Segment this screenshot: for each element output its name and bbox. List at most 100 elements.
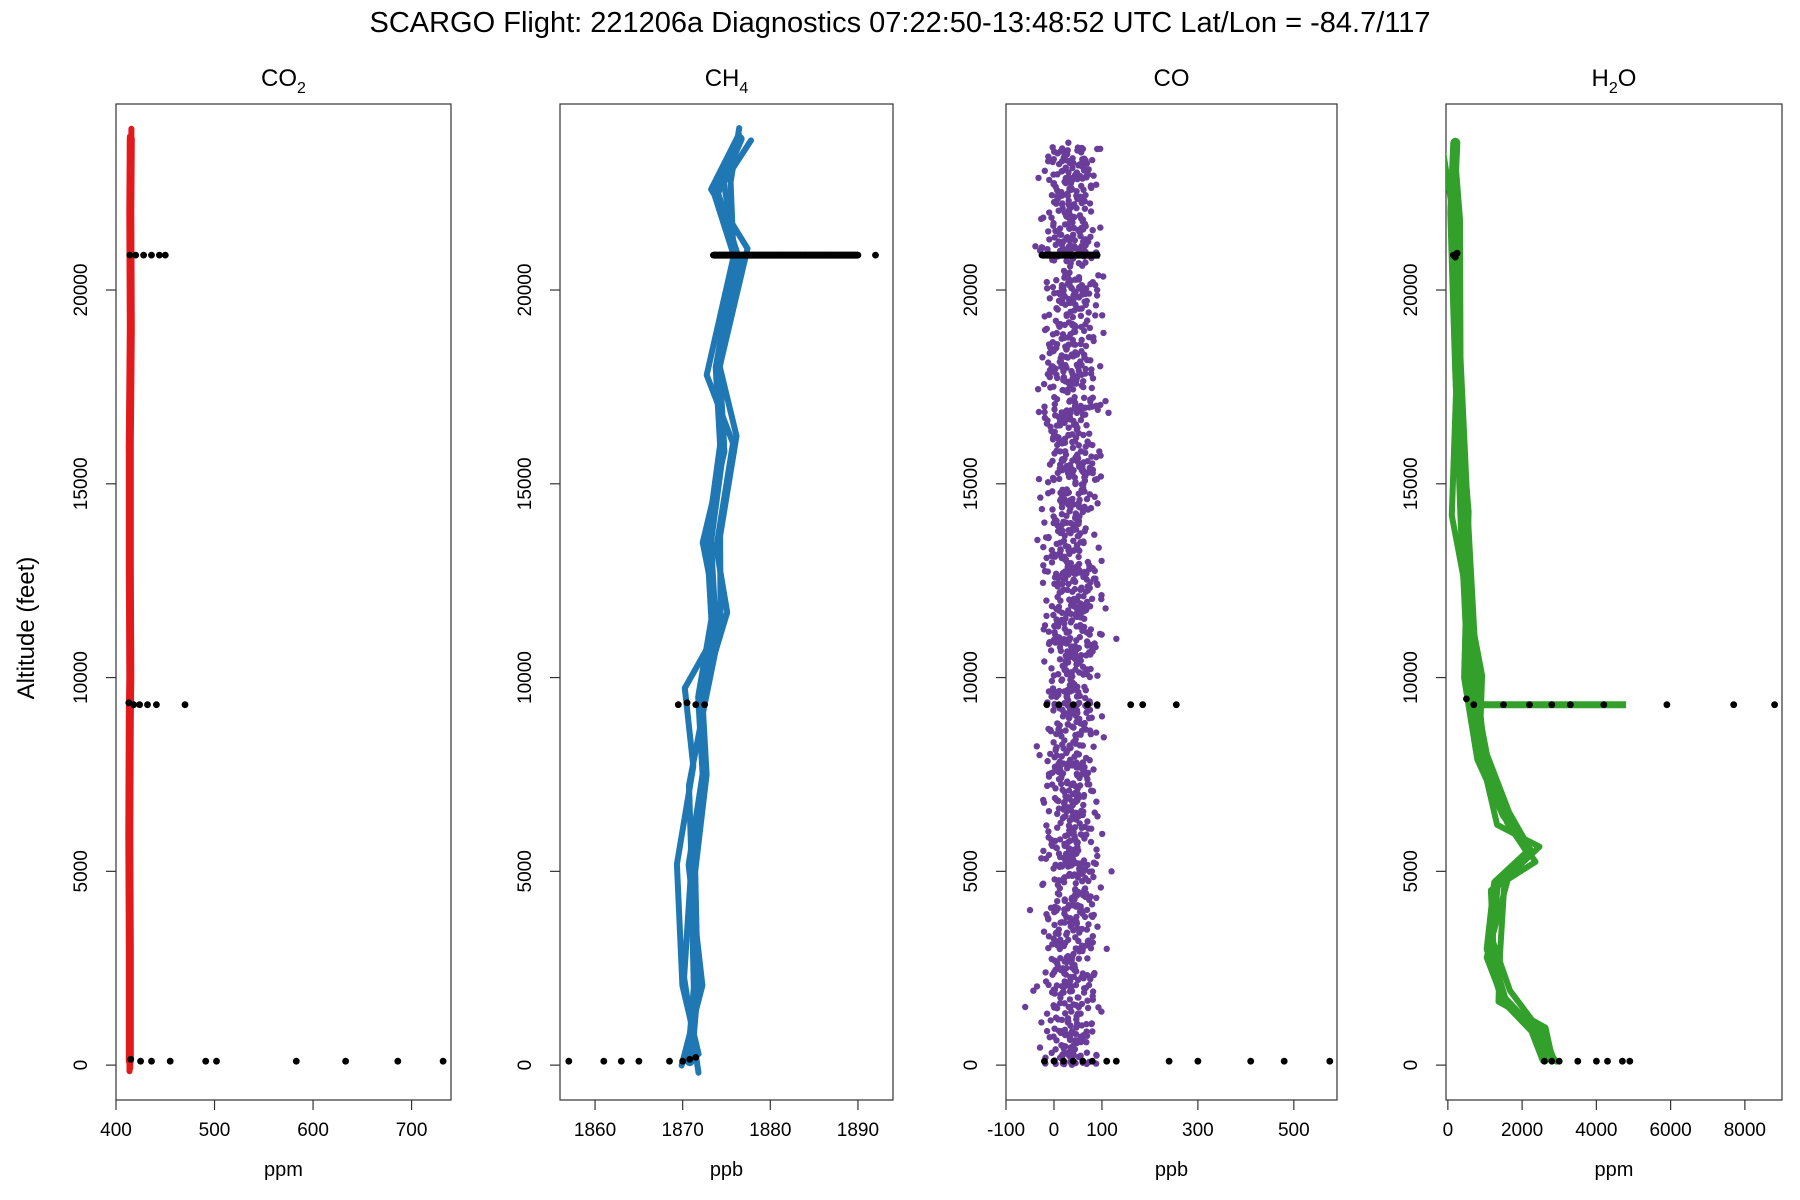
- data-point: [1090, 334, 1097, 341]
- data-point: [1067, 619, 1075, 626]
- flagged-point: [1626, 1057, 1634, 1065]
- data-point: [1080, 538, 1087, 545]
- flagged-point: [1088, 1057, 1096, 1065]
- data-point: [1105, 409, 1112, 416]
- data-point: [1049, 685, 1057, 692]
- data-point: [1065, 319, 1073, 326]
- data-point: [1052, 745, 1060, 752]
- data-point: [1073, 1013, 1080, 1020]
- data-point: [1057, 497, 1064, 504]
- data-point: [1059, 662, 1066, 669]
- data-point: [1060, 537, 1068, 544]
- data-point: [1084, 587, 1092, 594]
- flagged-point: [136, 701, 144, 709]
- data-point: [1100, 273, 1107, 280]
- data-point: [1061, 910, 1068, 917]
- data-point: [1078, 481, 1086, 488]
- data-point: [1080, 394, 1088, 401]
- data-point: [1054, 623, 1062, 630]
- data-point: [1081, 885, 1089, 892]
- data-point: [1062, 615, 1069, 622]
- data-point: [1051, 957, 1058, 964]
- flagged-point: [342, 1057, 349, 1065]
- data-point: [1060, 518, 1067, 525]
- data-point: [1063, 693, 1070, 700]
- data-point: [1052, 227, 1059, 235]
- data-point: [1065, 580, 1072, 588]
- data-point: [1060, 879, 1068, 886]
- data-point: [1083, 906, 1091, 914]
- data-point: [1053, 540, 1060, 548]
- data-point: [1087, 665, 1094, 673]
- flagged-point: [1555, 1057, 1563, 1065]
- data-point: [1051, 401, 1059, 408]
- data-point: [1039, 579, 1047, 586]
- data-point: [1049, 363, 1057, 370]
- flagged-point: [1600, 701, 1608, 709]
- data-point: [1057, 766, 1064, 774]
- data-point: [1044, 782, 1051, 789]
- data-point: [1093, 181, 1100, 188]
- data-point: [1071, 1046, 1079, 1053]
- data-point: [1045, 851, 1053, 859]
- data-point: [1088, 384, 1096, 392]
- data-point: [1056, 589, 1063, 596]
- data-point: [1045, 158, 1052, 165]
- data-point: [1085, 469, 1092, 476]
- flagged-point: [1247, 1057, 1255, 1065]
- data-point: [1092, 281, 1099, 289]
- data-point: [1067, 241, 1074, 249]
- data-point: [1097, 145, 1104, 152]
- data-point: [1079, 405, 1086, 413]
- data-point: [1064, 192, 1072, 199]
- data-point: [1066, 206, 1073, 214]
- data-point: [1046, 176, 1053, 184]
- data-point: [1093, 476, 1101, 483]
- data-point: [1082, 342, 1090, 350]
- data-point: [1086, 200, 1094, 207]
- data-point: [1088, 366, 1095, 373]
- data-point: [1069, 802, 1076, 809]
- flagged-point: [1069, 701, 1077, 709]
- data-point: [1086, 757, 1093, 764]
- x-tick-label: 1890: [837, 1120, 879, 1141]
- flagged-point: [692, 1054, 700, 1061]
- data-point: [1079, 216, 1087, 223]
- data-point: [1067, 308, 1074, 315]
- data-point: [1058, 733, 1065, 740]
- x-axis-label: ppb: [1155, 1159, 1188, 1181]
- data-point: [1071, 871, 1078, 878]
- data-point: [1079, 970, 1087, 977]
- data-point: [1050, 383, 1057, 390]
- data-point: [1077, 621, 1084, 629]
- data-point: [1057, 819, 1064, 827]
- x-tick-label: 1870: [662, 1120, 704, 1141]
- flagged-point: [202, 1057, 210, 1065]
- data-point: [1062, 164, 1070, 171]
- data-point: [1097, 224, 1104, 231]
- data-point: [1067, 1022, 1074, 1029]
- data-point: [1061, 978, 1068, 985]
- flagged-point: [1567, 701, 1574, 709]
- data-point: [1094, 852, 1101, 860]
- data-point: [1080, 801, 1087, 809]
- data-point: [1076, 782, 1084, 789]
- data-point: [1076, 633, 1084, 641]
- data-point: [1070, 724, 1077, 731]
- data-point: [1082, 301, 1090, 309]
- panel-title: CO2: [261, 65, 306, 97]
- y-tick-label: 20000: [515, 264, 536, 317]
- data-point: [1056, 225, 1064, 232]
- data-point: [1064, 854, 1072, 861]
- data-point: [1079, 244, 1086, 251]
- data-point: [1081, 769, 1089, 776]
- flagged-point: [600, 1057, 608, 1065]
- data-point: [1043, 911, 1050, 918]
- data-point: [1081, 528, 1088, 535]
- data-point: [1033, 743, 1041, 750]
- data-point: [1085, 825, 1092, 832]
- data-point: [1076, 908, 1084, 916]
- data-point: [1057, 547, 1064, 554]
- data-point: [1079, 663, 1087, 670]
- data-point: [1066, 398, 1073, 405]
